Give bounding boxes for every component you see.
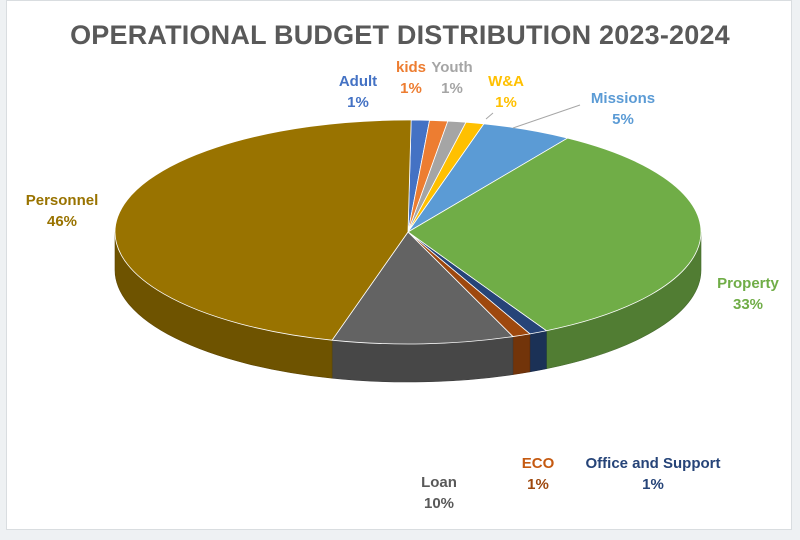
label-property: Property (717, 275, 779, 292)
label-eco: ECO (522, 455, 555, 472)
label-missions: Missions (591, 90, 655, 107)
value-kids: 1% (400, 80, 422, 97)
label-office-and-support: Office and Support (586, 455, 721, 472)
value-youth: 1% (441, 80, 463, 97)
value-office-and-support: 1% (642, 476, 664, 493)
label-loan: Loan (421, 474, 457, 491)
value-missions: 5% (612, 111, 634, 128)
leader-line-missions (512, 104, 581, 129)
value-eco: 1% (527, 476, 549, 493)
value-property: 33% (733, 296, 763, 313)
label-youth: Youth (431, 59, 472, 76)
slice-property (407, 137, 702, 332)
chart-title: OPERATIONAL BUDGET DISTRIBUTION 2023-202… (70, 20, 730, 50)
label-kids: kids (396, 59, 426, 76)
label-personnel: Personnel (26, 192, 99, 209)
value-loan: 10% (424, 495, 454, 512)
slice-personnel (114, 119, 412, 341)
label-wanda: W&A (488, 73, 524, 90)
leader-line-wanda (485, 112, 494, 120)
value-personnel: 46% (47, 213, 77, 230)
slice-side-office-and-support (529, 330, 547, 373)
slice-loan (331, 231, 514, 345)
value-adult: 1% (347, 94, 369, 111)
value-wanda: 1% (495, 94, 517, 111)
label-adult: Adult (339, 73, 377, 90)
slice-side-eco (512, 333, 531, 375)
